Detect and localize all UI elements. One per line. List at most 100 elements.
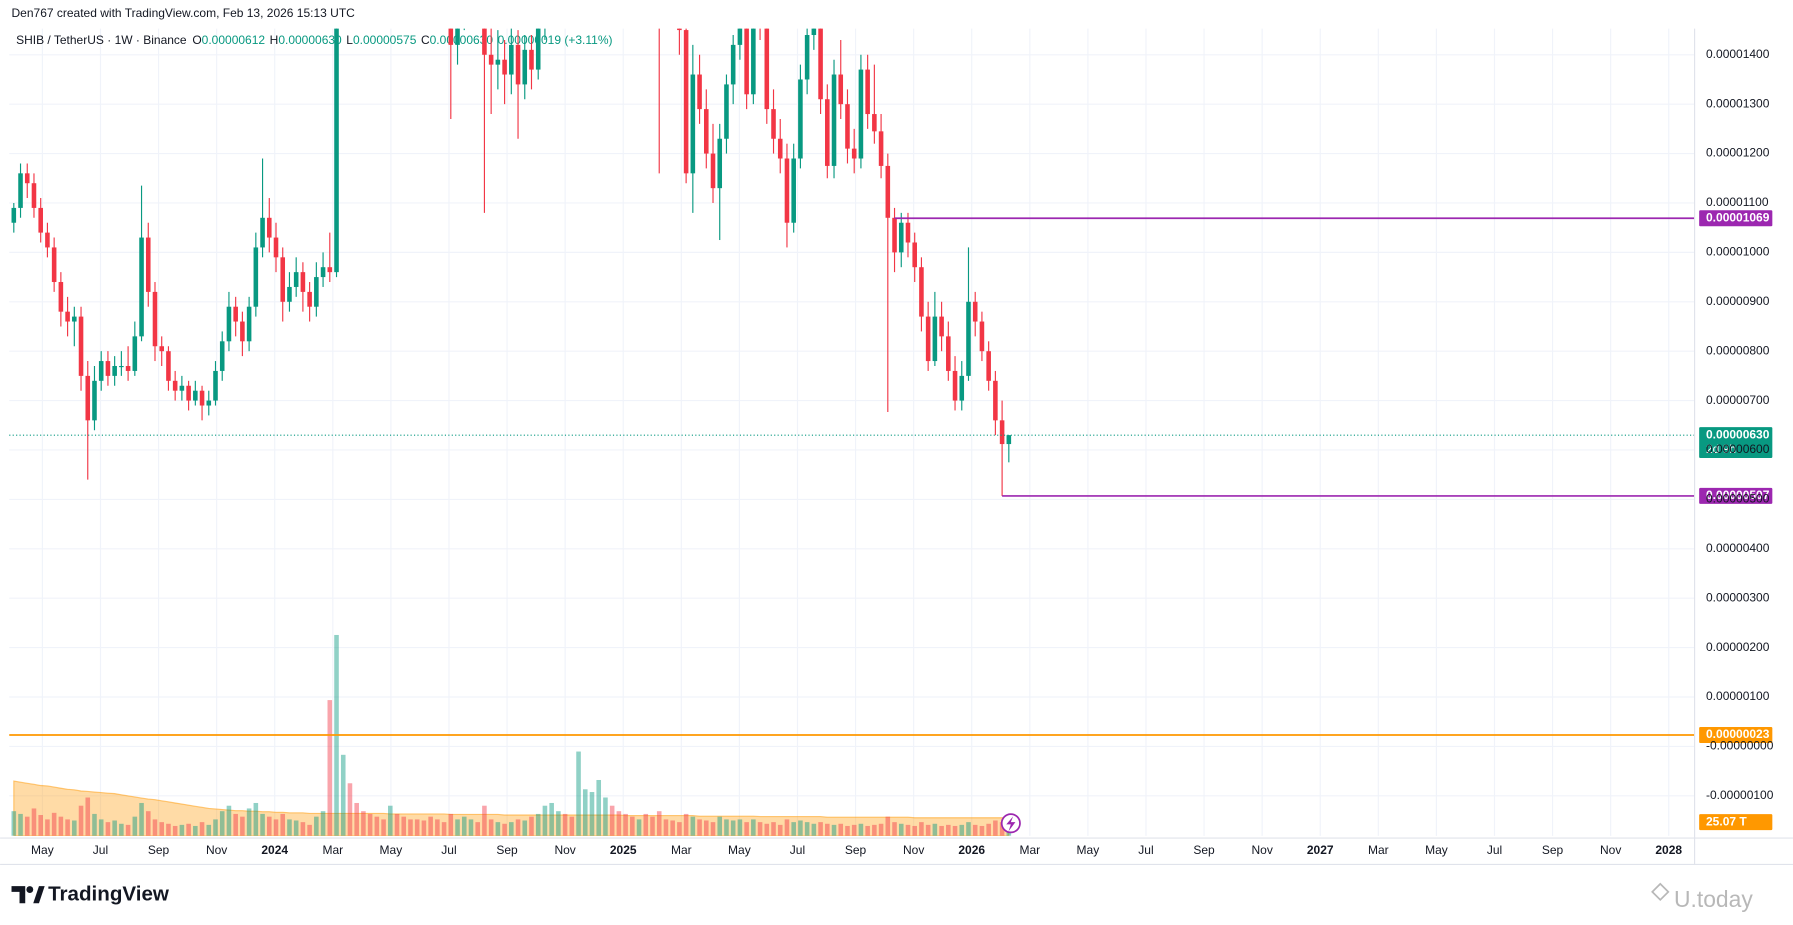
y-tick-label: 0.00001100: [1706, 195, 1769, 209]
volume-bar: [24, 816, 30, 836]
price-label: 0.00000507: [1706, 488, 1770, 502]
candle-body: [166, 351, 171, 381]
volume-bar: [690, 816, 696, 836]
volume-bar: [31, 808, 37, 836]
event-icon-bolt: [1006, 816, 1016, 832]
volume-bar: [455, 819, 460, 836]
x-tick-label: 2026: [958, 843, 985, 857]
volume-label-box: [1699, 814, 1773, 831]
volume-bar: [946, 824, 951, 836]
candle-body: [307, 291, 312, 307]
volume-bar: [952, 825, 958, 836]
candle-body: [730, 44, 736, 85]
volume-bar: [51, 812, 57, 836]
price-label-box: [1699, 727, 1773, 744]
candle-body: [717, 138, 723, 189]
candle-body: [838, 74, 844, 105]
volume-bar: [966, 822, 971, 836]
candle-body: [535, 28, 541, 70]
volume-bar: [266, 816, 272, 836]
x-tick-label: Sep: [496, 843, 518, 857]
candle-body: [179, 385, 185, 391]
price-label: 0.00000023: [1706, 727, 1770, 741]
candle-body: [172, 380, 178, 391]
candle-body: [872, 114, 877, 132]
candle-body: [320, 267, 326, 278]
x-tick-label: Jul: [1487, 843, 1502, 857]
volume-bar: [280, 813, 286, 836]
volume-bar: [542, 805, 548, 836]
volume-bar: [488, 819, 494, 836]
volume-bar: [845, 825, 850, 836]
volume-bar: [791, 822, 796, 836]
x-tick-label: Nov: [554, 843, 575, 857]
tradingview-logo: TradingView: [11, 883, 170, 906]
volume-bar: [233, 813, 238, 836]
volume-bar: [898, 823, 904, 836]
volume-bar: [986, 823, 991, 836]
volume-pane: [11, 634, 1012, 836]
y-tick-label: 0.00000400: [1706, 541, 1770, 555]
volume-bar: [885, 816, 891, 836]
candle-body: [919, 267, 924, 317]
volume-bar: [320, 811, 326, 836]
volume-bar: [522, 820, 528, 836]
ohlc-value: 0.00000630: [278, 33, 342, 47]
last-price-label: 0.00000630: [1706, 427, 1770, 441]
x-tick-label: Mar: [322, 843, 343, 857]
candle-body: [226, 306, 232, 342]
y-tick-label: 0.00000700: [1706, 393, 1770, 407]
volume-bar: [630, 816, 635, 836]
volume-bar: [589, 792, 595, 836]
volume-bar: [85, 797, 91, 836]
volume-bar: [38, 815, 43, 836]
y-tick-label: 0.00001400: [1706, 47, 1770, 61]
y-tick-label: 0.00000300: [1706, 590, 1770, 604]
x-tick-label: May: [728, 843, 751, 857]
volume-bar: [851, 824, 857, 836]
y-tick-label: 0.00001000: [1706, 245, 1770, 259]
change: 0.00000019 (+3.11%): [498, 33, 613, 47]
ohlc-value: 0.00000630: [430, 33, 494, 47]
y-tick-label: -0.00000100: [1706, 788, 1774, 802]
volume-bar: [972, 824, 978, 836]
candle-body: [125, 366, 131, 371]
x-tick-label: Nov: [1600, 843, 1621, 857]
x-tick-label: Sep: [1542, 843, 1564, 857]
volume-bar: [616, 811, 622, 836]
candle-body: [18, 173, 23, 208]
candle-body: [509, 44, 514, 75]
volume-bar: [737, 819, 743, 836]
candle-body: [240, 321, 245, 342]
candle-body: [677, 28, 682, 31]
volume-bar: [818, 822, 823, 836]
volume-bar: [119, 823, 124, 836]
candle-body: [522, 49, 528, 85]
candle-body: [993, 380, 998, 421]
x-tick-label: Sep: [1193, 843, 1215, 857]
y-tick-label: 0.00001200: [1706, 146, 1770, 160]
candle-body: [912, 242, 917, 268]
candle-body: [112, 366, 117, 376]
candle-body: [78, 316, 84, 376]
candle-body: [737, 28, 743, 45]
candle-body: [186, 385, 191, 401]
candles: [11, 28, 1012, 496]
volume-bar: [340, 754, 346, 836]
volume-bar: [636, 819, 642, 836]
volume-bar: [58, 816, 64, 836]
candle-body: [253, 247, 259, 307]
volume-bar: [112, 820, 117, 836]
volume-bar: [892, 822, 897, 836]
volume-bar: [287, 819, 292, 836]
candle-body: [488, 54, 494, 65]
volume-bar: [293, 820, 299, 836]
volume-bar: [771, 822, 776, 836]
volume-bar: [777, 824, 783, 836]
candle-body: [724, 84, 729, 139]
candle-body: [145, 237, 151, 292]
countdown: 2d 9h: [1706, 442, 1736, 456]
x-tick-label: May: [31, 843, 54, 857]
volume-bar: [757, 822, 763, 836]
volume-bar: [219, 811, 225, 836]
